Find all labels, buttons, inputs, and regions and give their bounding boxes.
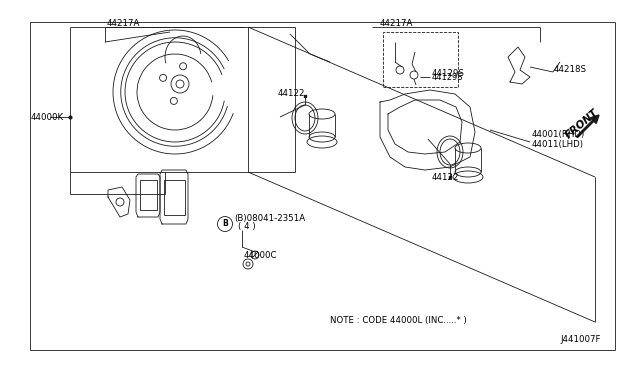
Text: NOTE : CODE 44000L (INC.....* ): NOTE : CODE 44000L (INC.....* ): [330, 315, 467, 324]
Text: 44011(LHD): 44011(LHD): [532, 140, 584, 148]
Text: J441007F: J441007F: [560, 336, 600, 344]
Text: FRONT: FRONT: [564, 108, 601, 141]
Text: (B)08041-2351A: (B)08041-2351A: [234, 215, 305, 224]
Text: 44000K: 44000K: [31, 112, 64, 122]
Text: 44217A: 44217A: [380, 19, 413, 28]
Text: 44001(RHD): 44001(RHD): [532, 131, 585, 140]
Bar: [140, 180, 157, 210]
Bar: [383, 32, 458, 87]
Text: 44217A: 44217A: [107, 19, 140, 28]
Bar: [164, 180, 185, 215]
Text: 44122: 44122: [432, 173, 460, 183]
Text: 44218S: 44218S: [554, 64, 587, 74]
Text: 44122: 44122: [278, 90, 305, 99]
Text: 44129S: 44129S: [432, 73, 463, 81]
Text: ( 4 ): ( 4 ): [238, 222, 255, 231]
Text: B: B: [222, 219, 228, 228]
FancyArrow shape: [577, 115, 599, 138]
Text: 44129S: 44129S: [432, 70, 465, 78]
Text: 44000C: 44000C: [244, 250, 278, 260]
